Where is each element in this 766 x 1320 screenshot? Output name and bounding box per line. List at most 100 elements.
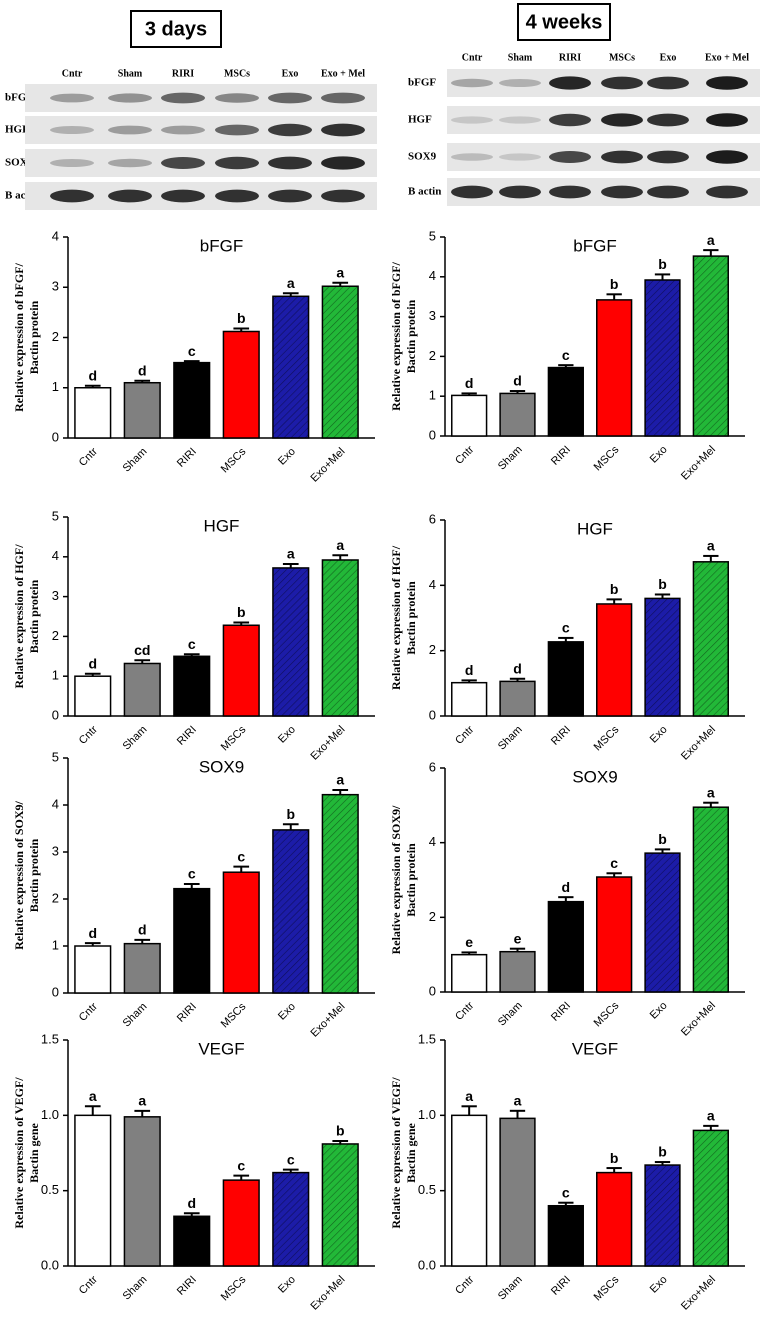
significance-letter: e [514, 930, 522, 946]
blot-band [706, 150, 748, 164]
y-tick-label: 4 [429, 577, 436, 592]
x-tick-label: RIRI [549, 1000, 573, 1024]
bar [451, 953, 488, 993]
blot-band [549, 113, 591, 127]
row-label: HGF [5, 124, 29, 136]
y-axis-label: Bactin gene [404, 1123, 418, 1183]
significance-letter: a [514, 1093, 522, 1109]
row-label: B actin [408, 186, 441, 198]
y-tick-label: 0.5 [41, 1182, 59, 1197]
x-tick-label: Sham [121, 446, 150, 475]
x-tick-label: RIRI [175, 724, 199, 748]
bar [272, 1171, 310, 1267]
x-tick-label: Sham [121, 1001, 150, 1030]
bar [123, 381, 161, 439]
chart-title: bFGF [200, 236, 243, 255]
x-tick-label: MSCs [592, 1273, 622, 1303]
y-tick-label: 2 [52, 890, 59, 905]
x-tick-label: MSCs [592, 723, 622, 753]
x-tick-label: Exo+Mel [679, 1000, 718, 1039]
y-tick-label: 4 [429, 268, 436, 283]
significance-letter: a [707, 232, 715, 248]
y-tick-label: 3 [52, 843, 59, 858]
y-axis-label: Bactin protein [404, 299, 418, 373]
bar [222, 330, 260, 439]
significance-letter: cd [134, 642, 150, 658]
blot-band [215, 189, 259, 203]
x-tick-label: Cntr [77, 445, 100, 468]
bar [74, 1114, 112, 1267]
bar [596, 876, 633, 993]
bar [272, 829, 310, 994]
significance-letter: b [610, 581, 619, 597]
x-tick-label: Exo+Mel [679, 724, 718, 763]
x-tick-label: Cntr [453, 1273, 476, 1296]
significance-letter: d [88, 656, 97, 672]
blot-band [50, 159, 94, 167]
blot-band [549, 185, 591, 199]
y-tick-label: 3 [52, 588, 59, 603]
y-axis-label: Bactin protein [27, 579, 41, 653]
blot-band [268, 92, 312, 104]
y-axis-label: Relative expression of VEGF/ [389, 1077, 403, 1229]
blot-band [499, 116, 541, 124]
significance-letter: c [610, 855, 618, 871]
bar [173, 887, 211, 994]
y-tick-label: 0.0 [41, 1257, 59, 1272]
lane-label: Cntr [462, 52, 483, 63]
y-tick-label: 0 [52, 707, 59, 722]
blot-band [601, 185, 643, 199]
bar [451, 681, 488, 717]
lane-label: Exo [660, 52, 677, 63]
y-tick-label: 0 [52, 984, 59, 999]
significance-letter: a [287, 275, 295, 291]
x-tick-label: Cntr [77, 1000, 100, 1023]
y-tick-label: 1.5 [418, 1031, 436, 1046]
blot-band [321, 92, 365, 104]
significance-letter: a [465, 1088, 473, 1104]
significance-letter: d [513, 660, 522, 676]
y-axis-label: Relative expression of bFGF/ [389, 261, 403, 410]
y-tick-label: 0 [52, 429, 59, 444]
x-tick-label: Exo [276, 1274, 298, 1296]
bar [123, 662, 161, 717]
significance-letter: d [465, 375, 474, 391]
y-tick-label: 2 [429, 909, 436, 924]
blot-band [268, 189, 312, 203]
y-tick-label: 4 [52, 796, 59, 811]
significance-letter: d [138, 922, 147, 938]
y-axis-label: Bactin protein [404, 843, 418, 917]
x-tick-label: Sham [496, 1000, 525, 1029]
significance-letter: b [658, 576, 667, 592]
significance-letter: d [187, 1195, 196, 1211]
significance-letter: b [610, 1150, 619, 1166]
blot-band [321, 156, 365, 170]
x-tick-label: Sham [496, 1274, 525, 1303]
bar [451, 1114, 488, 1267]
blot-band [108, 93, 152, 103]
significance-letter: b [658, 256, 667, 272]
lane-label: Exo + Mel [321, 68, 365, 79]
y-tick-label: 0 [429, 983, 436, 998]
y-tick-label: 1.0 [41, 1107, 59, 1122]
bar [547, 641, 584, 717]
y-axis-label: Bactin gene [27, 1123, 41, 1183]
row-label: HGF [408, 114, 432, 126]
bar [499, 392, 536, 437]
blot-band [601, 150, 643, 164]
blot-band [161, 92, 205, 104]
blot-band [601, 113, 643, 127]
blot-band [161, 189, 205, 203]
x-tick-label: Sham [121, 1274, 150, 1303]
lane-label: MSCs [224, 68, 250, 79]
significance-letter: d [562, 879, 571, 895]
bar [692, 806, 729, 993]
blot-band [321, 189, 365, 203]
bar [321, 559, 359, 717]
x-tick-label: Exo [648, 1274, 670, 1296]
bar [173, 361, 211, 439]
blot-band [647, 185, 689, 199]
significance-letter: a [707, 538, 715, 554]
bar [596, 1171, 633, 1267]
blot-band [451, 185, 493, 199]
